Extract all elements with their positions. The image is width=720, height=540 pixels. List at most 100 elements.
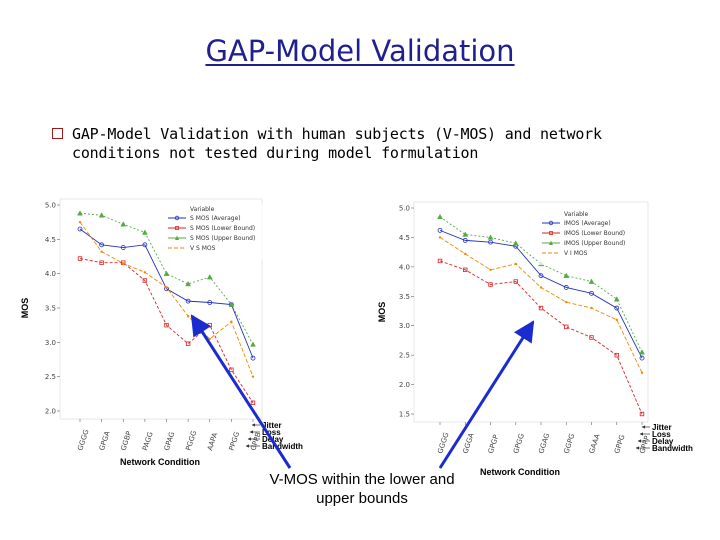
data-point (640, 371, 644, 374)
data-point (229, 367, 234, 372)
y-tick-label: 3.0 (399, 322, 410, 330)
x-axis-label: Network Condition (120, 457, 200, 467)
data-point (565, 300, 568, 304)
x-tick-label: GPPB (249, 431, 262, 451)
y-tick-label: 2.5 (45, 373, 56, 381)
legend-label: IMOS (Average) (564, 220, 611, 227)
data-point (142, 242, 148, 248)
data-point (590, 306, 593, 310)
y-tick-label: 5.0 (399, 205, 410, 213)
x-tick-label: PPGG (228, 431, 242, 452)
data-point (206, 274, 213, 280)
data-point (588, 278, 595, 284)
data-point (99, 260, 104, 265)
data-point (122, 262, 125, 265)
legend-label: S MOS (Lower Bound) (190, 225, 255, 232)
plot-frame (59, 198, 263, 420)
series-line (79, 212, 254, 345)
y-tick-label: 2.0 (45, 408, 56, 416)
data-point (463, 267, 468, 272)
data-point (437, 213, 443, 220)
legend-marker (175, 235, 179, 240)
legend-marker (549, 231, 553, 235)
network-label: Jitter (262, 421, 282, 430)
data-point (462, 237, 468, 243)
data-point (639, 349, 645, 355)
series-line (439, 216, 643, 353)
x-tick-label: PGGG (184, 430, 198, 452)
data-point (489, 268, 492, 271)
legend-box (164, 204, 268, 260)
bullet-box-icon (52, 128, 63, 139)
data-point (165, 286, 168, 289)
data-point (639, 355, 645, 361)
data-point (538, 305, 544, 311)
data-point (185, 298, 191, 304)
legend-label: S MOS (Upper Bound) (190, 235, 255, 242)
data-point (512, 240, 519, 246)
data-point (538, 273, 544, 279)
y-tick-label: 5.0 (45, 202, 56, 210)
right-chart: 1.5 2.0 2.5 3.0 3.5 4.0 4.5 5.0 GGGG GGGA GPGP GPGG… (377, 201, 693, 477)
data-point (464, 252, 467, 256)
y-tick-label: 4.5 (399, 234, 410, 242)
data-point (563, 272, 570, 278)
data-point (141, 229, 148, 235)
arrow-to-left-chart (190, 314, 292, 469)
data-point (488, 239, 493, 245)
legend-label: V S MOS (190, 245, 216, 252)
legend-marker (175, 226, 179, 230)
y-axis-label: MOS (377, 302, 387, 323)
bullet-text: GAP-Model Validation with human subjects… (72, 125, 602, 162)
data-point (120, 221, 127, 227)
data-point (99, 242, 105, 248)
x-axis-label: Network Condition (480, 467, 560, 477)
data-point (437, 227, 443, 233)
data-point (614, 305, 620, 311)
data-point (251, 375, 255, 378)
data-point (462, 231, 469, 237)
y-tick-label: 3.5 (45, 305, 56, 313)
data-point (142, 278, 148, 283)
network-label: Loss (652, 430, 671, 439)
x-tick-label: GPPG (613, 434, 627, 455)
data-point (563, 285, 569, 290)
data-point (207, 300, 213, 305)
data-point (77, 226, 83, 232)
data-point (78, 220, 82, 224)
data-point (185, 280, 192, 287)
legend-marker (174, 215, 180, 221)
data-point (250, 400, 256, 405)
data-point (120, 245, 126, 250)
network-label: Loss (262, 428, 281, 437)
y-tick-label: 4.0 (45, 270, 56, 278)
data-point (250, 355, 256, 361)
data-point (437, 258, 443, 264)
legend-title: Variable (190, 206, 215, 213)
annotation-arrows (190, 314, 535, 469)
legend-title: Variable (564, 211, 589, 218)
x-tick-label: AAPA (206, 432, 219, 452)
x-tick-label: GPAG (163, 431, 177, 452)
data-point (185, 341, 191, 346)
annotation-caption: V-MOS within the lower and upper bounds (269, 471, 455, 507)
data-point (513, 279, 518, 284)
series-line (79, 258, 254, 404)
slide-title: GAP-Model Validation (205, 34, 515, 68)
data-point (613, 296, 620, 302)
network-label: Delay (652, 437, 674, 446)
data-point (614, 352, 619, 358)
data-point (186, 315, 190, 318)
data-point (539, 286, 543, 289)
data-point (164, 322, 169, 328)
data-point (564, 324, 569, 330)
legend-label: S MOS (Average) (190, 215, 241, 222)
y-tick-label: 4.5 (45, 236, 56, 244)
x-tick-label: GGBP (120, 430, 134, 451)
legend-marker (548, 220, 554, 226)
legend-label: IMOS (Upper Bound) (564, 240, 625, 247)
data-point (143, 271, 147, 274)
x-tick-label: GPGA (98, 430, 112, 452)
data-point (250, 341, 256, 347)
y-tick-label: 1.5 (399, 411, 410, 419)
